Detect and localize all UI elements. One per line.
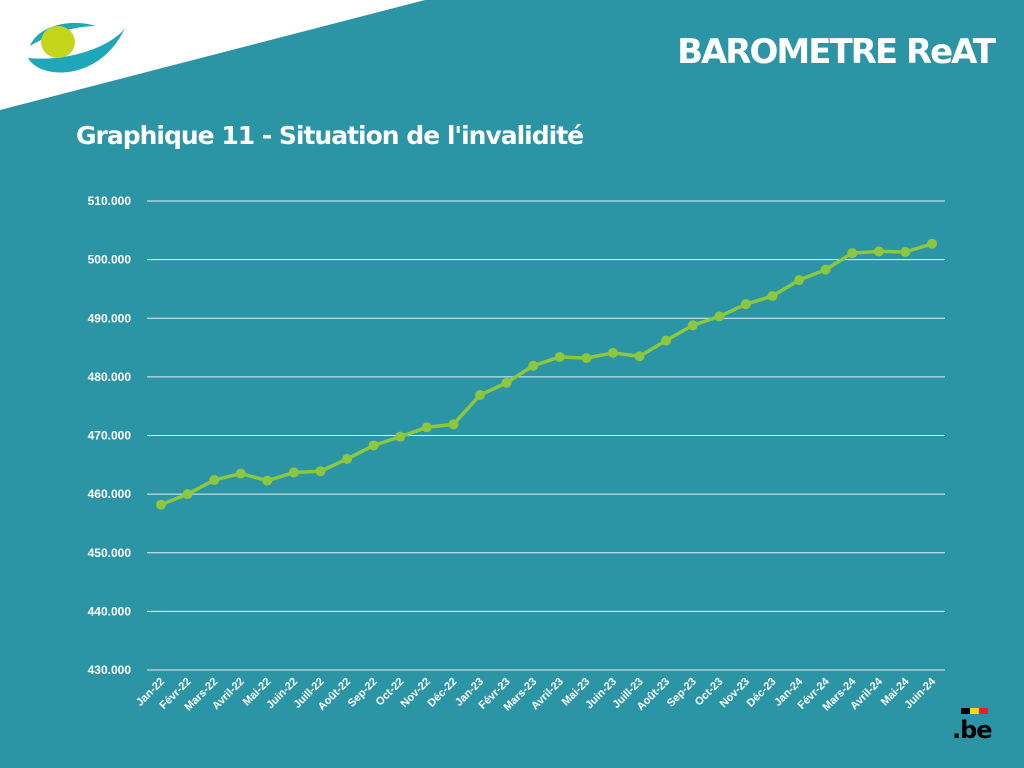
data-point: [156, 499, 166, 510]
y-tick-label: 510.000: [88, 194, 132, 208]
data-point: [873, 246, 884, 257]
y-tick-label: 500.000: [88, 253, 132, 267]
y-tick-label: 480.000: [88, 370, 132, 384]
data-point: [262, 475, 273, 486]
data-point: [661, 335, 672, 346]
data-point: [315, 466, 326, 477]
data-point: [927, 238, 937, 249]
y-tick-label: 460.000: [88, 487, 132, 501]
x-tick-label: Sep-22: [346, 676, 380, 710]
data-point: [554, 351, 565, 362]
data-point: [581, 353, 592, 364]
x-tick-label: Déc-23: [745, 676, 779, 710]
header-title: BAROMETRE ReAT: [677, 32, 996, 72]
data-point: [475, 390, 486, 401]
x-axis-tick-labels: Jan-22Févr-22Mars-22Avril-22Mai-22Juin-2…: [134, 675, 939, 714]
y-tick-label: 430.000: [88, 663, 132, 677]
y-tick-label: 450.000: [88, 546, 132, 560]
series-line: [159, 242, 934, 507]
institution-logo-icon: [28, 22, 125, 73]
data-point: [209, 475, 220, 486]
data-point: [687, 320, 698, 331]
data-point: [634, 351, 645, 362]
data-point: [235, 468, 246, 479]
data-point: [182, 489, 193, 500]
x-tick-label: Déc-22: [426, 676, 460, 710]
gridlines: [147, 200, 945, 671]
data-point: [501, 377, 512, 388]
data-point: [794, 275, 805, 286]
y-tick-label: 440.000: [88, 604, 132, 618]
chart-title: Graphique 11 - Situation de l'invalidité: [76, 121, 584, 150]
data-point: [368, 440, 379, 451]
data-point: [421, 422, 432, 433]
white-corner-shape: [0, 0, 425, 110]
data-point: [288, 467, 299, 478]
data-point: [395, 431, 406, 442]
be-logo-text: .be: [952, 716, 992, 744]
data-point: [820, 264, 831, 275]
y-tick-label: 470.000: [88, 429, 132, 443]
x-tick-label: Nov-23: [718, 676, 752, 710]
data-point: [448, 419, 459, 430]
data-point: [900, 247, 911, 258]
be-logo: .be: [952, 708, 993, 744]
data-point: [342, 453, 353, 464]
x-tick-label: Nov-22: [399, 676, 433, 710]
series-line-layer: [156, 238, 937, 510]
data-point: [740, 299, 751, 310]
data-point: [607, 347, 618, 358]
data-point: [847, 248, 858, 259]
x-tick-label: Sep-23: [665, 676, 699, 710]
institution-logo-corner: [0, 0, 425, 110]
data-point: [767, 290, 778, 301]
data-point: [714, 311, 725, 322]
y-axis-tick-labels: 430.000 440.000 450.000 460.000 470.000 480.0…: [88, 194, 132, 677]
data-point: [528, 360, 539, 371]
y-tick-label: 490.000: [88, 311, 132, 325]
